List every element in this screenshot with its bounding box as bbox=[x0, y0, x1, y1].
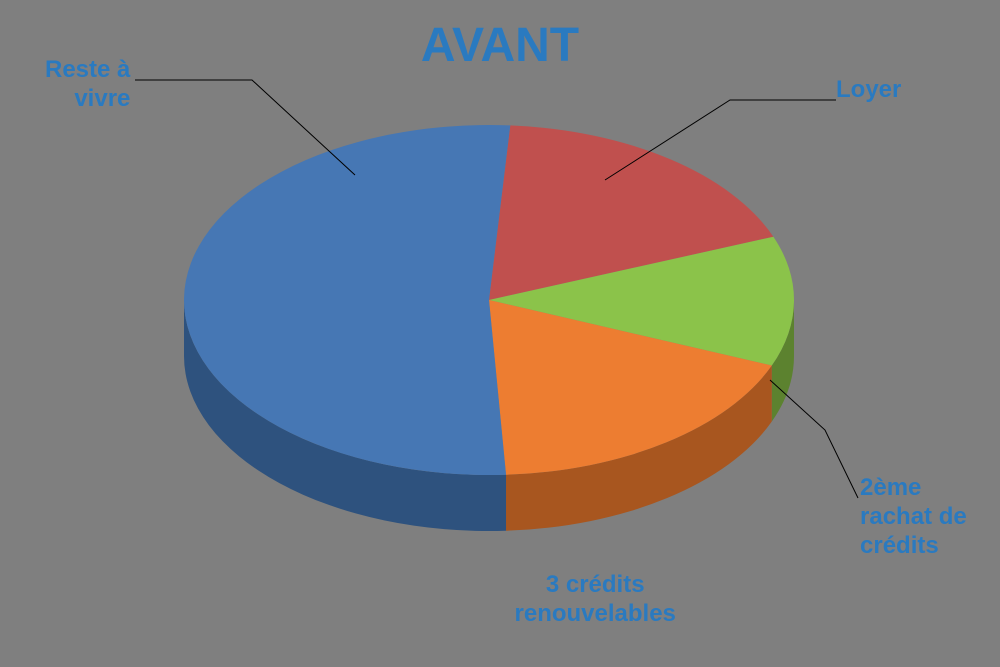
slice-label: 2ème rachat de crédits bbox=[860, 474, 967, 560]
slice-label: Loyer bbox=[836, 76, 901, 105]
slice-label: Reste à vivre bbox=[45, 56, 130, 114]
slice-label: 3 crédits renouvelables bbox=[515, 571, 676, 629]
